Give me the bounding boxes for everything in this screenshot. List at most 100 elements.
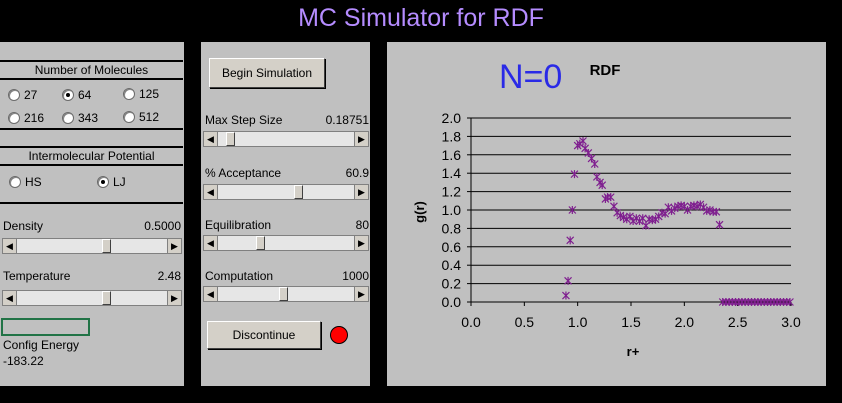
radio-button-icon[interactable]: [8, 112, 20, 124]
radio-button-icon[interactable]: [97, 176, 109, 188]
computation-value: 1000: [342, 269, 369, 283]
divider: [0, 128, 183, 130]
y-tick-label: 2.0: [442, 110, 462, 126]
data-point: [590, 160, 599, 168]
molecules-radio-512[interactable]: 512: [123, 110, 159, 124]
radio-label: HS: [25, 175, 42, 189]
computation-label: Computation: [205, 269, 274, 283]
acceptance-slider[interactable]: ◀ ▶: [203, 184, 369, 200]
radio-label: LJ: [113, 175, 126, 189]
density-slider[interactable]: ◀ ▶: [2, 238, 182, 254]
x-tick-label: 1.5: [621, 314, 641, 330]
molecules-radio-27[interactable]: 27: [8, 88, 37, 102]
scroll-left-icon[interactable]: ◀: [204, 132, 218, 146]
potential-radio-hs[interactable]: HS: [9, 175, 42, 189]
y-tick-label: 1.2: [442, 184, 462, 200]
x-tick-label: 0.5: [515, 314, 535, 330]
potential-radio-lj[interactable]: LJ: [97, 175, 126, 189]
radio-label: 125: [139, 87, 160, 101]
radio-button-icon[interactable]: [123, 111, 135, 123]
temperature-label: Temperature: [3, 269, 71, 283]
selected-cell[interactable]: [1, 318, 90, 336]
density-value: 0.5000: [144, 219, 181, 233]
radio-button-icon[interactable]: [62, 112, 74, 124]
max-step-slider-thumb[interactable]: [225, 132, 235, 146]
max-step-label: Max Step Size: [205, 113, 283, 127]
molecules-radio-343[interactable]: 343: [62, 111, 98, 125]
y-tick-label: 0.2: [442, 276, 462, 292]
acceptance-slider-thumb[interactable]: [294, 185, 304, 199]
molecules-header: Number of Molecules: [0, 60, 183, 80]
settings-panel: Number of Molecules 27 64 125 216 343 512 Int…: [0, 42, 184, 386]
data-point: [638, 214, 647, 223]
data-point: [570, 170, 579, 179]
data-point: [715, 220, 724, 229]
potential-header: Intermolecular Potential: [0, 146, 183, 166]
y-tick-label: 1.0: [442, 202, 462, 218]
y-tick-label: 0.0: [442, 294, 462, 310]
equilibration-label: Equilibration: [205, 218, 272, 232]
equilibration-slider[interactable]: ◀ ▶: [203, 235, 369, 251]
scroll-left-icon[interactable]: ◀: [3, 291, 17, 305]
radio-button-icon[interactable]: [62, 89, 74, 101]
radio-label: 216: [24, 111, 45, 125]
plot-area: 0.0 0.2 0.4 0.6 0.8 1.0 1.2 1.4 1.6 1.8 2.0 0.0 0.5 1…: [442, 110, 801, 330]
divider: [0, 202, 183, 204]
config-energy-label: Config Energy: [3, 338, 80, 352]
y-tick-label: 1.8: [442, 128, 462, 144]
data-point: [606, 193, 615, 202]
radio-label: 512: [139, 110, 160, 124]
scroll-right-icon[interactable]: ▶: [354, 287, 368, 301]
y-tick-label: 0.8: [442, 220, 462, 236]
computation-slider-thumb[interactable]: [278, 287, 288, 301]
density-slider-thumb[interactable]: [101, 239, 111, 253]
molecules-radio-125[interactable]: 125: [123, 87, 159, 101]
scroll-left-icon[interactable]: ◀: [204, 185, 218, 199]
temperature-slider[interactable]: ◀ ▶: [2, 290, 182, 306]
config-energy-value: -183.22: [3, 354, 44, 368]
max-step-slider[interactable]: ◀ ▶: [203, 131, 369, 147]
simulation-panel: Begin Simulation Max Step Size 0.18751 ◀…: [201, 42, 370, 386]
x-tick-label: 1.0: [568, 314, 588, 330]
molecules-radio-64[interactable]: 64: [62, 88, 91, 102]
discontinue-button[interactable]: Discontinue: [207, 321, 321, 349]
x-axis-label: r+: [627, 344, 640, 359]
data-point: [568, 206, 577, 214]
molecules-radio-216[interactable]: 216: [8, 111, 44, 125]
equilibration-slider-thumb[interactable]: [256, 236, 266, 250]
data-point: [626, 212, 634, 221]
y-tick-label: 0.4: [442, 257, 462, 273]
y-axis-label: g(r): [412, 201, 427, 223]
data-point: [712, 207, 721, 216]
y-tick-label: 1.4: [442, 165, 462, 181]
scroll-left-icon[interactable]: ◀: [204, 287, 218, 301]
begin-simulation-button[interactable]: Begin Simulation: [209, 58, 325, 88]
scroll-right-icon[interactable]: ▶: [354, 132, 368, 146]
temperature-slider-thumb[interactable]: [101, 291, 111, 305]
data-point: [786, 298, 794, 306]
radio-label: 343: [78, 111, 99, 125]
radio-button-icon[interactable]: [9, 176, 21, 188]
scroll-left-icon[interactable]: ◀: [204, 236, 218, 250]
density-label: Density: [3, 219, 44, 233]
scroll-right-icon[interactable]: ▶: [167, 239, 181, 253]
equilibration-value: 80: [355, 218, 369, 232]
computation-slider[interactable]: ◀ ▶: [203, 286, 369, 302]
x-tick-label: 2.0: [675, 314, 695, 330]
x-tick-label: 0.0: [461, 314, 481, 330]
rdf-chart: N=0 RDF 0.0 0.2 0.4 0.6 0.8 1.0 1.2 1.4 1.6 1.8 2.…: [412, 58, 801, 359]
data-point: [579, 137, 587, 145]
scroll-right-icon[interactable]: ▶: [354, 236, 368, 250]
scroll-left-icon[interactable]: ◀: [3, 239, 17, 253]
app-title: MC Simulator for RDF: [298, 4, 544, 32]
scroll-right-icon[interactable]: ▶: [167, 291, 181, 305]
y-tick-label: 0.6: [442, 239, 462, 255]
acceptance-value: 60.9: [345, 166, 369, 180]
radio-button-icon[interactable]: [8, 89, 20, 101]
x-tick-label: 3.0: [781, 314, 801, 330]
scroll-right-icon[interactable]: ▶: [354, 185, 368, 199]
radio-button-icon[interactable]: [123, 88, 135, 100]
max-step-value: 0.18751: [325, 113, 369, 127]
data-point: [564, 276, 572, 285]
data-point: [566, 236, 575, 245]
